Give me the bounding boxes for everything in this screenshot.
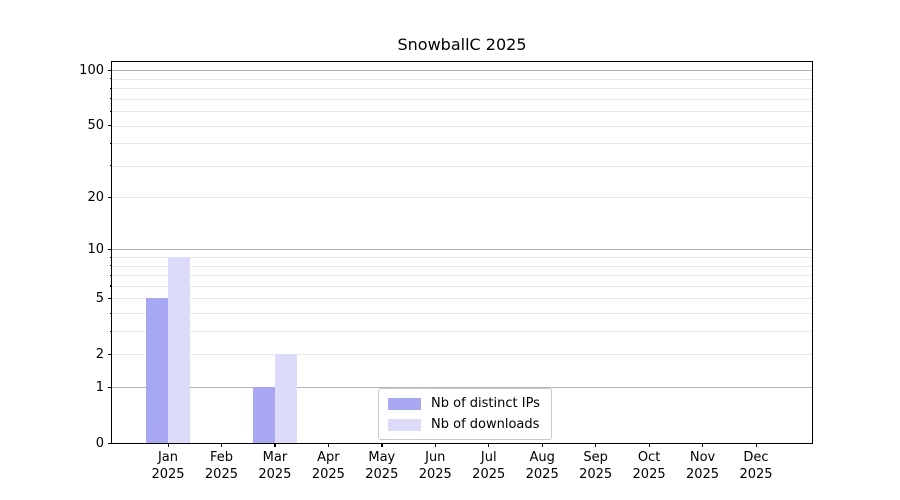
x-tick-label: May 2025: [365, 450, 399, 482]
legend-swatch-nb-of-downloads: [388, 418, 421, 431]
x-tick-label: Dec 2025: [739, 450, 773, 482]
y-tick-mark: [107, 353, 112, 355]
bar-nb-of-distinct-ips: [146, 298, 168, 443]
plot-area: Nb of distinct IPs Nb of downloads: [111, 61, 813, 444]
major-gridline: [112, 249, 812, 251]
x-tick-mark: [327, 443, 330, 447]
x-tick-mark: [434, 443, 436, 447]
x-tick-mark: [220, 443, 223, 447]
y-tick-label: 20: [87, 189, 104, 205]
y-tick-label: 100: [79, 62, 104, 78]
y-tick-mark: [107, 69, 112, 72]
chart-title: SnowballC 2025: [397, 35, 527, 54]
bar-nb-of-downloads: [168, 257, 190, 443]
legend-label: Nb of downloads: [431, 417, 540, 432]
y-tick-mark: [107, 386, 112, 388]
y-minor-tick-mark: [109, 256, 112, 258]
x-tick-label: Oct 2025: [632, 450, 666, 482]
major-gridline: [112, 70, 812, 72]
y-minor-tick-mark: [109, 330, 112, 332]
x-tick-mark: [755, 443, 757, 447]
y-minor-tick-mark: [109, 110, 112, 112]
x-tick-mark: [167, 443, 169, 447]
minor-gridline: [112, 331, 812, 333]
y-tick-label: 5: [95, 290, 104, 306]
y-tick-mark: [107, 297, 112, 299]
y-minor-tick-mark: [109, 274, 112, 276]
minor-gridline: [112, 78, 812, 80]
minor-gridline: [112, 354, 812, 356]
minor-gridline: [112, 298, 812, 300]
bar-nb-of-distinct-ips: [252, 387, 275, 443]
minor-gridline: [112, 143, 812, 145]
minor-gridline: [112, 265, 812, 267]
y-tick-label: 1: [95, 379, 104, 395]
x-tick-label: Apr 2025: [311, 450, 345, 482]
minor-gridline: [112, 111, 812, 113]
x-tick-mark: [381, 443, 383, 447]
y-minor-tick-mark: [109, 165, 112, 167]
y-minor-tick-mark: [109, 98, 112, 100]
x-tick-mark: [595, 443, 597, 447]
minor-gridline: [112, 197, 812, 199]
x-tick-mark: [702, 443, 704, 447]
x-tick-mark: [274, 443, 276, 447]
x-tick-label: Mar 2025: [258, 450, 292, 482]
x-tick-mark: [488, 443, 490, 447]
x-tick-mark: [541, 443, 543, 447]
legend-label: Nb of distinct IPs: [431, 396, 540, 411]
x-tick-label: Feb 2025: [204, 450, 238, 482]
x-tick-label: Jul 2025: [472, 450, 506, 482]
legend-swatch-nb-of-distinct-ips: [388, 397, 421, 410]
x-tick-label: Jun 2025: [418, 450, 452, 482]
minor-gridline: [112, 257, 812, 259]
x-tick-label: Jan 2025: [151, 450, 185, 482]
minor-gridline: [112, 125, 812, 127]
x-tick-label: Aug 2025: [525, 450, 559, 482]
y-minor-tick-mark: [109, 312, 112, 314]
y-minor-tick-mark: [109, 265, 112, 267]
x-tick-label: Sep 2025: [579, 450, 613, 482]
legend-row: Nb of distinct IPs: [388, 396, 540, 411]
minor-gridline: [112, 313, 812, 315]
bar-nb-of-downloads: [274, 354, 297, 443]
x-tick-mark: [648, 443, 650, 447]
y-tick-mark: [107, 125, 112, 127]
legend: Nb of distinct IPs Nb of downloads: [378, 388, 552, 440]
major-gridline: [112, 387, 812, 389]
y-tick-label: 0: [95, 435, 104, 451]
minor-gridline: [112, 88, 812, 90]
x-tick-label: Nov 2025: [685, 450, 720, 482]
y-minor-tick-mark: [109, 87, 112, 89]
legend-row: Nb of downloads: [388, 417, 540, 432]
y-tick-label: 50: [87, 118, 104, 134]
minor-gridline: [112, 285, 812, 287]
minor-gridline: [112, 165, 812, 167]
y-tick-label: 2: [95, 346, 104, 362]
y-tick-mark: [107, 442, 112, 444]
y-tick-label: 10: [87, 241, 104, 257]
minor-gridline: [112, 98, 812, 100]
y-tick-mark: [107, 248, 112, 251]
y-minor-tick-mark: [109, 78, 112, 80]
minor-gridline: [112, 275, 812, 277]
y-minor-tick-mark: [109, 142, 112, 144]
y-tick-mark: [107, 196, 112, 198]
y-minor-tick-mark: [109, 285, 112, 287]
